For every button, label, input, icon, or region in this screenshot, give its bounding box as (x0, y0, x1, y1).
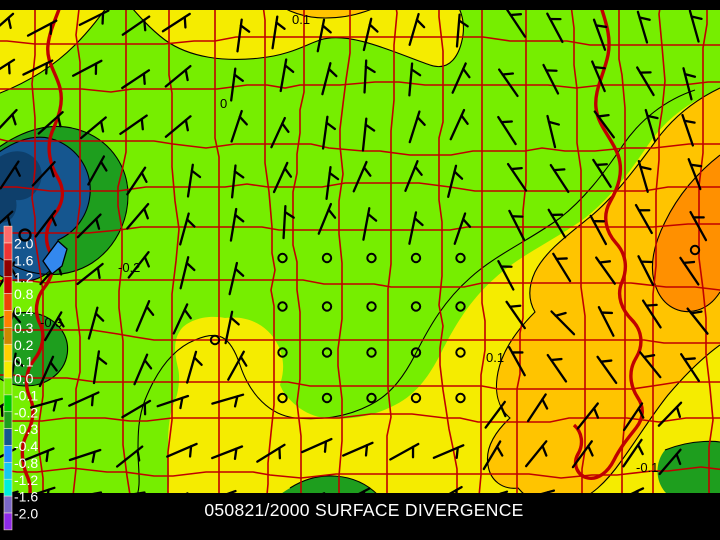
svg-text:-1.6: -1.6 (14, 489, 38, 505)
svg-text:0: 0 (220, 96, 227, 111)
svg-text:0.1: 0.1 (14, 354, 34, 370)
svg-text:-0.8: -0.8 (14, 455, 38, 471)
svg-text:-1.2: -1.2 (14, 472, 38, 488)
svg-text:0.8: 0.8 (14, 286, 34, 302)
svg-text:0.1: 0.1 (292, 12, 310, 27)
svg-text:050821/2000 SURFACE DIVERGENCE: 050821/2000 SURFACE DIVERGENCE (204, 500, 523, 520)
svg-text:-0.3: -0.3 (40, 315, 62, 330)
svg-text:-0.4: -0.4 (14, 438, 38, 454)
svg-text:1.6: 1.6 (14, 252, 34, 268)
svg-text:0.4: 0.4 (14, 303, 34, 319)
svg-text:-0.2: -0.2 (118, 260, 140, 275)
svg-text:0.3: 0.3 (14, 320, 34, 336)
svg-text:-0.1: -0.1 (636, 460, 658, 475)
svg-text:-0.2: -0.2 (14, 404, 38, 420)
svg-text:-0.3: -0.3 (14, 421, 38, 437)
svg-text:-2.0: -2.0 (14, 506, 38, 522)
svg-text:0.1: 0.1 (486, 350, 504, 365)
svg-text:0.2: 0.2 (14, 337, 34, 353)
svg-text:0.0: 0.0 (14, 371, 34, 387)
svg-text:-0.1: -0.1 (14, 387, 38, 403)
svg-text:1.2: 1.2 (14, 269, 34, 285)
